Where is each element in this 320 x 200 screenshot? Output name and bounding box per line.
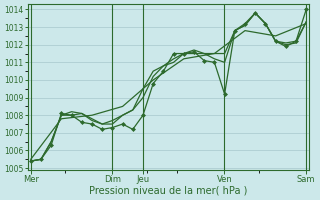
- X-axis label: Pression niveau de la mer( hPa ): Pression niveau de la mer( hPa ): [89, 186, 248, 196]
